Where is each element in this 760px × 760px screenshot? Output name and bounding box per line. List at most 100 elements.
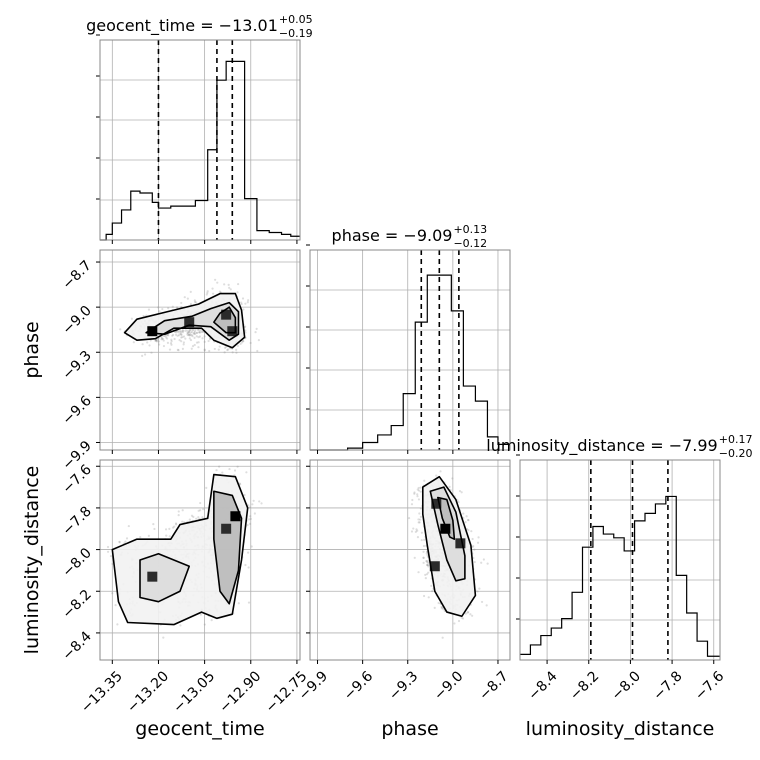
scatter-point	[195, 331, 199, 334]
scatter-point	[244, 302, 247, 305]
scatter-point	[175, 331, 178, 334]
scatter-point	[148, 344, 151, 347]
panel-frame	[519, 459, 721, 661]
scatter-point	[114, 604, 117, 607]
joint-panel-geocent_time_luminosity_distance	[106, 465, 263, 639]
scatter-point	[166, 333, 169, 337]
scatter-point	[179, 624, 182, 627]
scatter-point	[426, 563, 430, 567]
scatter-point	[188, 337, 191, 340]
scatter-point	[193, 299, 196, 302]
x-tick-label: −8.4	[525, 668, 560, 703]
scatter-point	[189, 290, 192, 293]
scatter-point	[216, 281, 219, 284]
scatter-point	[195, 517, 198, 520]
scatter-point	[166, 341, 170, 344]
scatter-point	[462, 512, 465, 515]
scatter-point	[417, 486, 420, 490]
scatter-point	[165, 534, 168, 537]
scatter-point	[167, 334, 170, 337]
x-tick-label: −8.2	[567, 668, 602, 703]
x-tick-label: −13.05	[170, 668, 218, 716]
scatter-point	[254, 331, 257, 334]
scatter-point	[236, 344, 240, 348]
scatter-point	[431, 590, 434, 593]
scatter-point	[184, 337, 187, 340]
scatter-point	[181, 335, 184, 339]
scatter-point	[437, 601, 440, 605]
scatter-point	[416, 488, 419, 491]
scatter-point	[418, 512, 421, 515]
scatter-point	[223, 283, 226, 286]
scatter-point	[187, 333, 190, 337]
scatter-point	[418, 521, 421, 524]
x-tick-label: −13.35	[78, 668, 126, 716]
scatter-point	[237, 282, 240, 286]
scatter-point	[193, 331, 196, 334]
scatter-point	[181, 347, 185, 350]
scatter-point	[184, 329, 187, 332]
scatter-point	[182, 335, 186, 338]
scatter-point	[476, 590, 479, 593]
scatter-point	[182, 343, 185, 346]
title-plus-error: +0.13	[453, 223, 487, 236]
scatter-point	[246, 301, 249, 304]
density-fill-level-2	[140, 553, 190, 602]
panel-title-luminosity_distance: luminosity_distance = −7.99 +0.17−0.20	[486, 433, 752, 460]
scatter-point	[427, 565, 430, 568]
scatter-point	[427, 596, 430, 599]
scatter-point	[199, 331, 202, 334]
scatter-point	[217, 348, 220, 351]
scatter-point	[465, 515, 468, 518]
scatter-point	[227, 348, 230, 351]
contour-line-level-1	[111, 473, 249, 626]
scatter-point	[236, 465, 239, 468]
scatter-point	[132, 341, 135, 344]
scatter-point	[171, 305, 174, 308]
scatter-point	[193, 336, 196, 339]
scatter-point	[190, 514, 194, 517]
scatter-point	[201, 516, 204, 519]
scatter-point	[218, 290, 222, 293]
scatter-point	[241, 297, 245, 300]
scatter-point	[422, 544, 426, 548]
scatter-point	[180, 340, 183, 343]
scatter-point	[223, 346, 227, 350]
scatter-point	[486, 562, 489, 565]
scatter-point	[206, 291, 209, 294]
scatter-point	[228, 286, 231, 289]
scatter-point	[147, 308, 151, 311]
panel-grid	[100, 250, 300, 450]
scatter-point	[478, 587, 481, 590]
panel-title-phase: phase = −9.09 +0.13−0.12	[332, 223, 488, 250]
scatter-point	[203, 340, 206, 343]
scatter-point	[152, 523, 155, 526]
scatter-point	[239, 342, 242, 345]
scatter-point	[176, 334, 179, 337]
scatter-point	[130, 317, 133, 320]
scatter-point	[154, 339, 158, 342]
scatter-point	[233, 469, 237, 472]
scatter-point	[218, 465, 221, 468]
scatter-point	[229, 288, 232, 291]
scatter-point	[143, 353, 147, 356]
scatter-point	[189, 331, 192, 334]
scatter-point	[416, 529, 419, 532]
scatter-point	[189, 338, 193, 342]
scatter-point	[422, 556, 425, 559]
scatter-point	[427, 561, 430, 565]
scatter-point	[197, 336, 200, 339]
scatter-point	[195, 335, 198, 338]
scatter-point	[472, 545, 475, 548]
y-tick-label: −8.4	[59, 628, 94, 663]
y-tick-label: −9.6	[59, 393, 94, 428]
scatter-point	[215, 469, 218, 472]
scatter-point	[417, 571, 420, 574]
x-axis-label-luminosity_distance: luminosity_distance	[526, 718, 715, 740]
scatter-point	[250, 545, 253, 548]
scatter-point	[174, 522, 178, 525]
scatter-point	[227, 283, 230, 286]
scatter-point	[239, 483, 242, 486]
scatter-point	[183, 296, 186, 299]
scatter-point	[125, 537, 129, 540]
